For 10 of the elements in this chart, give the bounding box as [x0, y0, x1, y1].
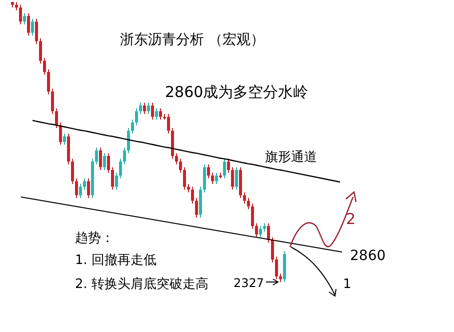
text: 2 — [346, 210, 356, 228]
annotation: 2327 — [233, 276, 264, 290]
annotation: 2860成为多空分水岭 — [165, 83, 308, 101]
text: 1 — [343, 277, 352, 292]
annotation: 2. 转换头肩底突破走高 — [75, 276, 209, 292]
annotation: 旗形通道 — [265, 150, 317, 165]
annotation: 1. 回撤再走低 — [75, 253, 157, 268]
annotation: 趋势： — [75, 231, 114, 246]
text: 浙东沥青分析 （宏观） — [120, 32, 264, 48]
text: 2860 — [350, 248, 386, 264]
